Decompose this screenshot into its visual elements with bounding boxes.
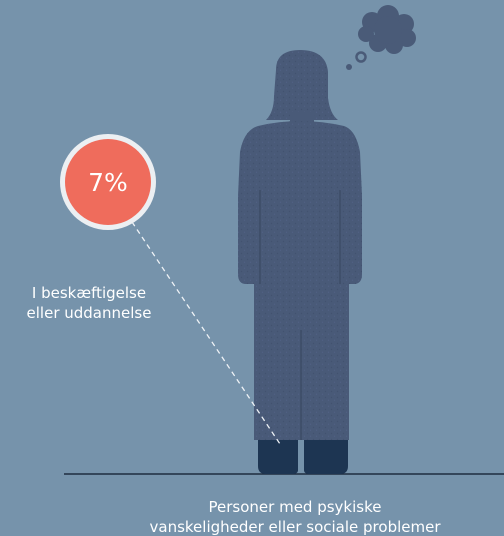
shoes bbox=[258, 440, 348, 474]
stat-value: 7% bbox=[65, 139, 151, 225]
stat-label-line-1: I beskæftigelse bbox=[31, 284, 147, 302]
stat-badge: 7% bbox=[60, 134, 156, 230]
person-silhouette bbox=[238, 50, 362, 440]
thought-bubble-icon bbox=[346, 5, 416, 70]
caption-line-1: Personer med psykiske bbox=[208, 498, 382, 516]
caption-line-2: vanskeligheder eller sociale problemer bbox=[149, 518, 441, 536]
figure-caption: Personer med psykiske vanskeligheder ell… bbox=[100, 497, 490, 536]
stat-label-line-2: eller uddannelse bbox=[26, 304, 152, 322]
stat-label: I beskæftigelse eller uddannelse bbox=[0, 283, 178, 323]
